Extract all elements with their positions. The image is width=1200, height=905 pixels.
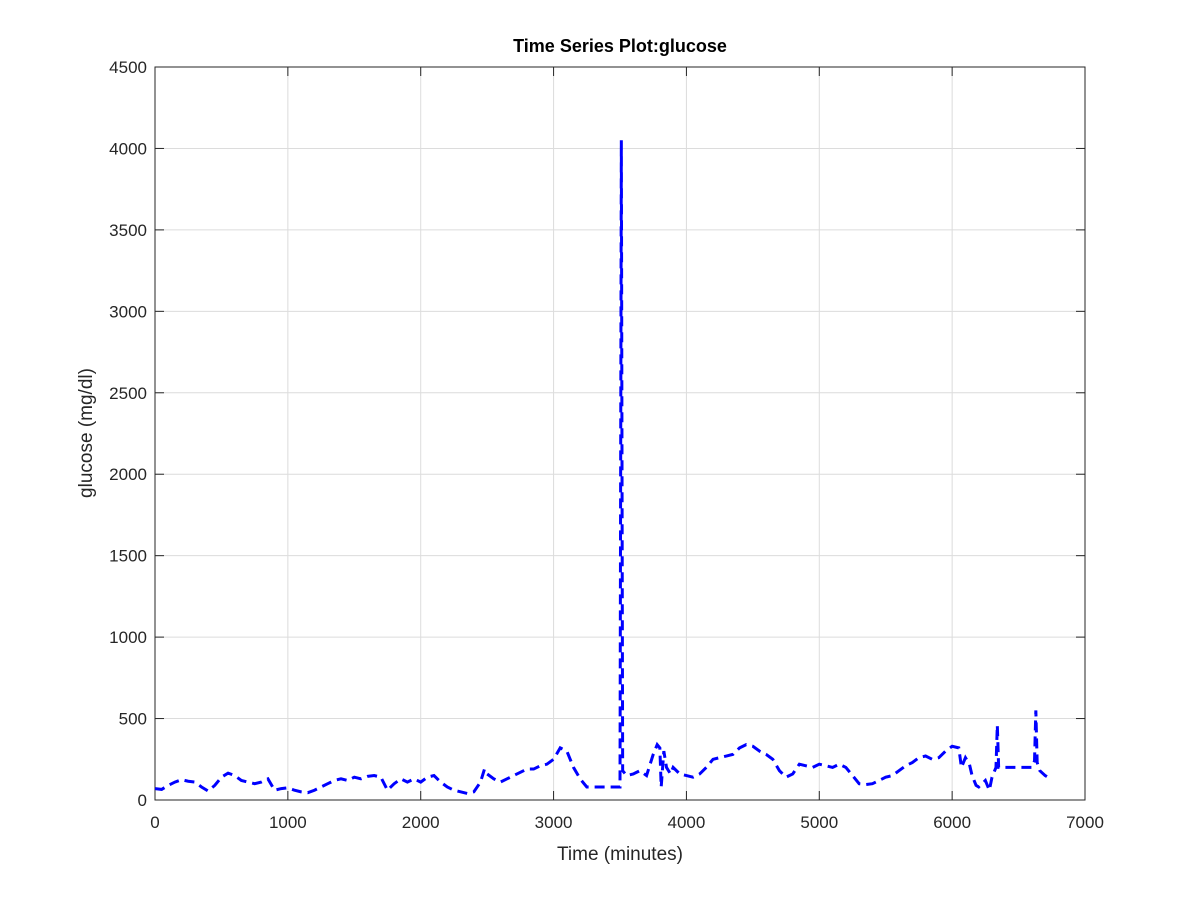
y-tick-label: 3000 xyxy=(109,302,147,321)
data-line xyxy=(154,140,1049,796)
x-tick-label: 0 xyxy=(150,813,159,832)
y-tick-label: 3500 xyxy=(109,221,147,240)
y-tick-label: 2000 xyxy=(109,465,147,484)
y-axis-label: glucose (mg/dl) xyxy=(76,368,97,498)
x-tick-label: 2000 xyxy=(402,813,440,832)
chart-title: Time Series Plot:glucose xyxy=(513,36,727,56)
y-tick-label: 0 xyxy=(138,791,147,810)
y-tick-label: 1000 xyxy=(109,628,147,647)
y-tick-label: 4500 xyxy=(109,58,147,77)
y-tick-label: 1500 xyxy=(109,547,147,566)
x-tick-label: 4000 xyxy=(668,813,706,832)
x-tick-label: 5000 xyxy=(800,813,838,832)
y-tick-label: 2500 xyxy=(109,384,147,403)
x-axis-label: Time (minutes) xyxy=(557,844,683,865)
y-tick-label: 500 xyxy=(119,710,147,729)
y-tick-label: 4000 xyxy=(109,139,147,158)
plot-frame xyxy=(154,66,1086,801)
x-tick-label: 1000 xyxy=(269,813,307,832)
x-tick-label: 3000 xyxy=(535,813,573,832)
x-tick-label: 7000 xyxy=(1066,813,1104,832)
x-tick-label: 6000 xyxy=(933,813,971,832)
